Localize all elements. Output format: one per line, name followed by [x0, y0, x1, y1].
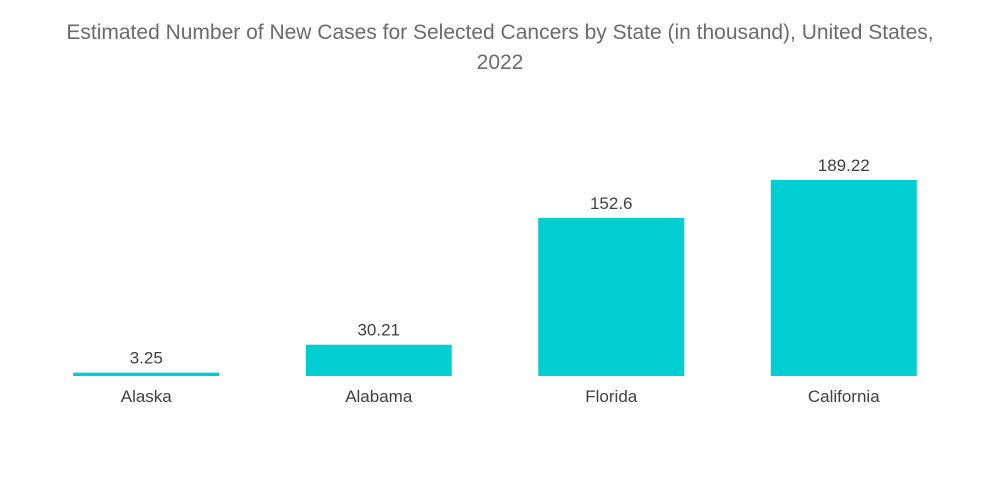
- chart-title: Estimated Number of New Cases for Select…: [0, 18, 1000, 78]
- bar-alabama: [305, 344, 452, 376]
- chart-title-line-1: Estimated Number of New Cases for Select…: [66, 21, 934, 44]
- category-label-california: California: [808, 387, 880, 406]
- bar-florida: [538, 217, 685, 376]
- value-label-california: 189.22: [818, 156, 870, 175]
- bar-california: [770, 180, 917, 376]
- value-label-alabama: 30.21: [357, 321, 400, 340]
- category-label-florida: Florida: [585, 387, 638, 406]
- value-label-florida: 152.6: [590, 194, 633, 213]
- category-label-alabama: Alabama: [345, 387, 413, 406]
- bar-alaska: [73, 372, 220, 376]
- chart-title-line-2: 2022: [476, 51, 524, 74]
- value-label-alaska: 3.25: [130, 349, 163, 368]
- category-label-alaska: Alaska: [121, 387, 173, 406]
